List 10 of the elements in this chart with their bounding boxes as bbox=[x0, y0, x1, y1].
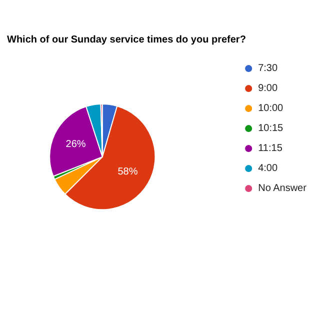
data-label: 26% bbox=[66, 138, 86, 150]
legend-label: 9:00 bbox=[258, 83, 278, 94]
legend-label: 4:00 bbox=[258, 163, 278, 174]
data-label: 58% bbox=[118, 166, 138, 178]
legend-label: 10:00 bbox=[258, 103, 284, 114]
legend-label: No Answer bbox=[258, 183, 308, 194]
legend-label: 10:15 bbox=[258, 123, 284, 134]
legend-label: 7:30 bbox=[258, 63, 278, 74]
legend-label: 11:15 bbox=[258, 143, 283, 154]
chart-title: Which of our Sunday service times do you prefer? bbox=[7, 34, 246, 46]
